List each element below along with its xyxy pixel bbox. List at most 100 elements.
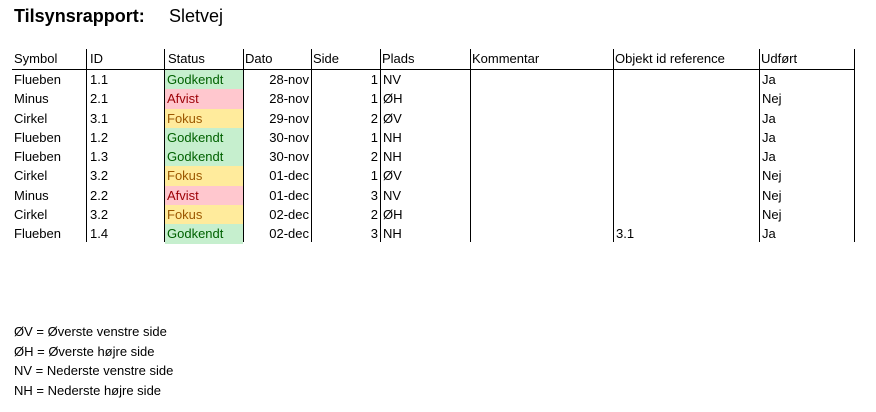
- cell-id: 1.1: [90, 72, 109, 87]
- cell-dato: 28-nov: [269, 72, 309, 87]
- cell-symbol: Minus: [14, 91, 49, 107]
- column-divider: [311, 49, 312, 242]
- cell-status: Fokus: [165, 108, 243, 128]
- cell-plads: ØV: [383, 168, 402, 184]
- cell-side: 3: [370, 226, 378, 242]
- legend-item: NH = Nederste højre side: [14, 382, 162, 398]
- cell-symbol: Flueben: [14, 72, 61, 87]
- cell-symbol: Flueben: [14, 149, 61, 165]
- cell-side: 2: [370, 207, 378, 223]
- cell-objekt-id-reference: 3.1: [616, 226, 635, 242]
- cell-symbol: Cirkel: [14, 168, 48, 184]
- table-row: Flueben 1.4 Godkendt 02-dec 3 NH 3.1 Ja: [12, 224, 855, 244]
- cell-objekt-id-reference: [614, 128, 759, 147]
- cell-status: Godkendt: [165, 127, 243, 148]
- column-header-plads: Plads: [382, 51, 415, 66]
- cell-dato: 01-dec: [269, 168, 309, 184]
- table-row: Minus 2.1 Afvist 28-nov 1 ØH Nej: [12, 89, 855, 109]
- column-divider: [380, 49, 381, 242]
- column-header-objekt-id-reference: Objekt id reference: [615, 51, 725, 66]
- table-row: Minus 2.2 Afvist 01-dec 3 NV Nej: [12, 185, 855, 206]
- table-row: Flueben 1.1 Godkendt 28-nov 1 NV Ja: [12, 70, 855, 90]
- cell-id: 1.3: [90, 149, 109, 165]
- report-table: Symbol ID Status Dato Side Plads Komment…: [12, 49, 855, 244]
- column-divider: [759, 49, 760, 242]
- cell-udfort: Ja: [762, 72, 776, 87]
- cell-side: 1: [370, 129, 378, 145]
- table-header-row: Symbol ID Status Dato Side Plads Komment…: [12, 49, 855, 70]
- cell-symbol: Minus: [14, 187, 49, 203]
- cell-status: Fokus: [165, 205, 243, 225]
- cell-kommentar: [471, 89, 613, 108]
- cell-status: Godkendt: [165, 70, 243, 90]
- cell-side: 1: [370, 168, 378, 184]
- column-divider: [243, 49, 244, 242]
- column-header-udfort: Udført: [761, 51, 798, 66]
- table-row: Cirkel 3.1 Fokus 29-nov 2 ØV Ja: [12, 108, 855, 128]
- cell-dato: 02-dec: [269, 207, 309, 223]
- cell-dato: 02-dec: [269, 226, 309, 242]
- cell-objekt-id-reference: [614, 205, 759, 224]
- cell-objekt-id-reference: [614, 186, 759, 205]
- cell-objekt-id-reference: [614, 89, 759, 108]
- cell-udfort: Nej: [762, 168, 782, 184]
- column-header-id: ID: [90, 51, 103, 66]
- cell-symbol: Cirkel: [14, 207, 48, 223]
- cell-udfort: Ja: [762, 129, 776, 145]
- location-legend: ØV = Øverste venstre side ØH = Øverste hø…: [14, 322, 173, 400]
- cell-plads: NV: [383, 187, 402, 203]
- cell-side: 2: [370, 149, 378, 165]
- cell-id: 3.1: [90, 110, 109, 126]
- cell-status: Afvist: [165, 89, 243, 109]
- cell-side: 1: [370, 72, 378, 87]
- cell-side: 1: [370, 91, 378, 107]
- cell-status: Godkendt: [165, 224, 243, 244]
- column-divider: [164, 49, 165, 242]
- cell-status: Afvist: [165, 185, 243, 206]
- cell-plads: NH: [383, 129, 402, 145]
- cell-plads: NH: [383, 149, 402, 165]
- cell-symbol: Flueben: [14, 226, 61, 242]
- cell-kommentar: [471, 128, 613, 147]
- table-row: Flueben 1.3 Godkendt 30-nov 2 NH Ja: [12, 147, 855, 167]
- table-row: Cirkel 3.2 Fokus 02-dec 2 ØH Nej: [12, 205, 855, 225]
- cell-udfort: Nej: [762, 187, 782, 203]
- cell-dato: 30-nov: [269, 149, 309, 165]
- cell-id: 3.2: [90, 207, 109, 223]
- cell-kommentar: [471, 205, 613, 224]
- cell-plads: NH: [383, 226, 402, 242]
- column-header-status: Status: [168, 51, 205, 66]
- cell-objekt-id-reference: [614, 109, 759, 128]
- table-body: Flueben 1.1 Godkendt 28-nov 1 NV Ja Minus 2.1 Afv…: [12, 70, 855, 244]
- cell-objekt-id-reference: [614, 147, 759, 166]
- legend-item: ØH = Øverste højre side: [14, 343, 155, 359]
- cell-kommentar: [471, 224, 613, 243]
- cell-id: 1.2: [90, 129, 109, 145]
- title-value: Sletvej: [169, 6, 224, 26]
- cell-id: 2.1: [90, 91, 109, 107]
- cell-kommentar: [471, 166, 613, 185]
- cell-symbol: Flueben: [14, 129, 61, 145]
- column-divider: [613, 49, 614, 242]
- cell-symbol: Cirkel: [14, 110, 48, 126]
- cell-side: 2: [370, 110, 378, 126]
- cell-kommentar: [471, 186, 613, 205]
- cell-status: Godkendt: [165, 147, 243, 167]
- cell-plads: ØH: [383, 207, 403, 223]
- cell-udfort: Ja: [762, 226, 776, 242]
- column-divider: [854, 49, 855, 242]
- cell-side: 3: [370, 187, 378, 203]
- cell-id: 2.2: [90, 187, 109, 203]
- table-row: Flueben 1.2 Godkendt 30-nov 1 NH Ja: [12, 127, 855, 148]
- cell-dato: 29-nov: [269, 110, 309, 126]
- cell-udfort: Ja: [762, 149, 776, 165]
- cell-status: Fokus: [165, 166, 243, 186]
- cell-plads: ØH: [383, 91, 403, 107]
- cell-udfort: Nej: [762, 207, 782, 223]
- cell-udfort: Ja: [762, 110, 776, 126]
- cell-kommentar: [471, 70, 613, 89]
- cell-plads: ØV: [383, 110, 402, 126]
- column-divider: [470, 49, 471, 242]
- legend-item: NV = Nederste venstre side: [14, 363, 174, 378]
- column-header-side: Side: [313, 51, 340, 66]
